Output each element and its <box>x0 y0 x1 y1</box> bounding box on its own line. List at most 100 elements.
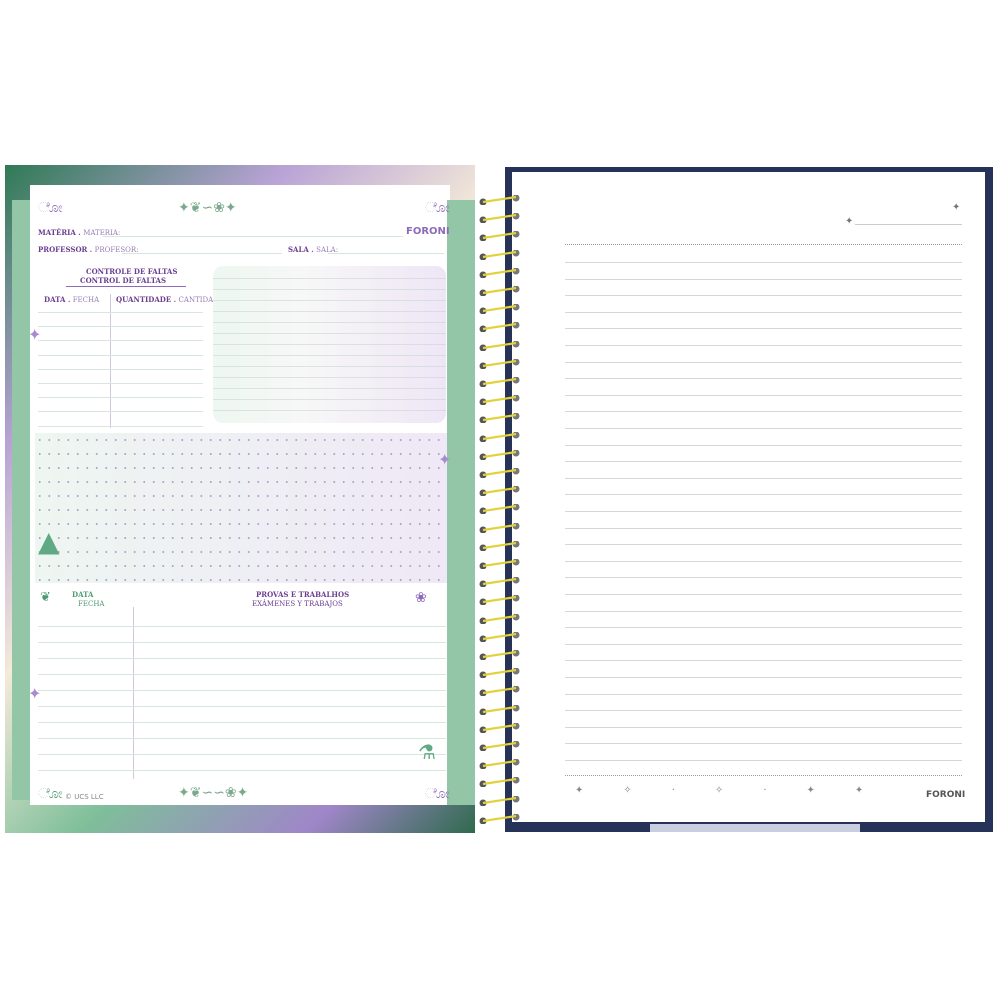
spiral-ring <box>478 245 522 261</box>
ruled-line <box>565 394 962 396</box>
sparkle-icon: ✦ <box>28 684 42 703</box>
ruled-line <box>38 340 203 342</box>
ruled-line <box>565 610 962 612</box>
sparkle-row-icon: ✦✧·✧·✦✦ <box>575 785 904 796</box>
room-label: SALA . SALA: <box>288 245 339 254</box>
flourish-icon: ೋ <box>38 786 63 802</box>
ruled-line <box>38 706 446 707</box>
spiral-ring <box>478 718 522 734</box>
flourish-icon: ೋ <box>425 786 450 802</box>
spiral-ring <box>478 590 522 606</box>
sparkle-icon: ✦ <box>952 202 961 213</box>
spiral-ring <box>478 700 522 716</box>
ruled-line <box>38 658 446 659</box>
spiral-ring <box>478 372 522 388</box>
ruled-line <box>565 444 962 446</box>
exams-title-es: EXÁMENES Y TRABAJOS <box>252 600 343 608</box>
ruled-line <box>38 411 203 413</box>
spiral-ring <box>478 481 522 497</box>
ruled-line <box>213 377 446 378</box>
spiral-ring <box>478 663 522 679</box>
ruled-line <box>38 368 203 370</box>
sparkle-icon: ✦ <box>845 216 854 227</box>
teacher-field[interactable] <box>122 253 282 254</box>
spiral-ring <box>478 572 522 588</box>
ruled-line <box>213 289 446 290</box>
spiral-ring <box>478 736 522 752</box>
ruled-line <box>565 295 962 297</box>
ruled-line <box>565 311 962 313</box>
subject-label: MATÉRIA . MATERIA: <box>38 228 121 237</box>
flourish-icon: ೋ <box>38 200 63 216</box>
spiral-ring <box>478 463 522 479</box>
ruled-line <box>565 743 962 745</box>
ruled-line <box>565 560 962 562</box>
ruled-line <box>213 311 446 312</box>
ruled-line <box>565 428 962 429</box>
ruled-line <box>565 527 962 529</box>
header-line <box>855 224 962 225</box>
spiral-ring <box>478 499 522 515</box>
exams-date-header: DATA <box>72 590 94 599</box>
room-field[interactable] <box>328 253 444 254</box>
ruled-line <box>565 262 962 263</box>
ruled-line <box>213 278 446 279</box>
spiral-ring <box>478 226 522 242</box>
absence-title-es: CONTROL DE FALTAS <box>80 276 167 285</box>
spiral-ring <box>478 445 522 461</box>
ruled-line <box>565 328 962 330</box>
ruled-line <box>565 760 962 761</box>
spiral-ring <box>478 809 522 825</box>
ruled-line <box>213 344 446 345</box>
ruled-line <box>565 378 962 380</box>
flourish-icon: ೋ <box>425 200 450 216</box>
divider <box>66 286 186 287</box>
potion-icon: ⚗ <box>418 740 436 764</box>
spiral-ring <box>478 427 522 443</box>
ruled-line <box>565 594 962 595</box>
brand-logo: FORONI <box>406 226 450 237</box>
witch-hat-icon: ▲ <box>38 525 60 558</box>
exams-date-header-es: FECHA <box>78 600 105 608</box>
vine-ornament-icon: ✦❦∽❀✦ <box>178 200 237 216</box>
dot-grid-area[interactable] <box>35 433 447 583</box>
flower-icon: ❀ <box>415 590 427 606</box>
ruled-line <box>565 693 962 695</box>
ruled-line <box>565 710 962 712</box>
ruled-line <box>565 544 962 546</box>
right-notebook-page[interactable] <box>512 172 985 822</box>
leaf-icon: ❦ <box>40 590 51 605</box>
spiral-ring <box>478 336 522 352</box>
spiral-ring <box>478 390 522 406</box>
spiral-ring <box>478 518 522 534</box>
subject-field[interactable] <box>103 236 403 237</box>
ruled-line <box>38 326 203 328</box>
teacher-label: PROFESSOR . PROFESOR: <box>38 245 139 254</box>
ruled-line <box>213 399 446 400</box>
spiral-ring <box>478 263 522 279</box>
ruled-line <box>565 361 962 363</box>
ruled-line <box>213 322 446 323</box>
spiral-ring <box>478 609 522 625</box>
ruled-line <box>565 577 962 579</box>
sparkle-icon: ✦ <box>28 325 42 344</box>
ruled-line <box>213 366 446 367</box>
spiral-ring <box>478 408 522 424</box>
ruled-line <box>565 677 962 678</box>
ruled-line <box>565 726 962 728</box>
vine-ornament-icon: ✦❦∽∽❀✦ <box>178 785 249 801</box>
ruled-line <box>565 278 962 280</box>
spiral-ring <box>478 554 522 570</box>
spiral-ring <box>478 317 522 333</box>
ruled-line <box>38 722 446 723</box>
exams-title: PROVAS E TRABALHOS <box>256 590 350 599</box>
spiral-ring <box>478 645 522 661</box>
spiral-ring <box>478 772 522 788</box>
notes-box[interactable] <box>213 266 446 423</box>
ruled-line <box>213 355 446 356</box>
ruled-line <box>565 411 962 413</box>
right-edge-strip <box>447 200 475 805</box>
spiral-ring <box>478 627 522 643</box>
spiral-ring <box>478 190 522 206</box>
ruled-line <box>565 511 962 512</box>
